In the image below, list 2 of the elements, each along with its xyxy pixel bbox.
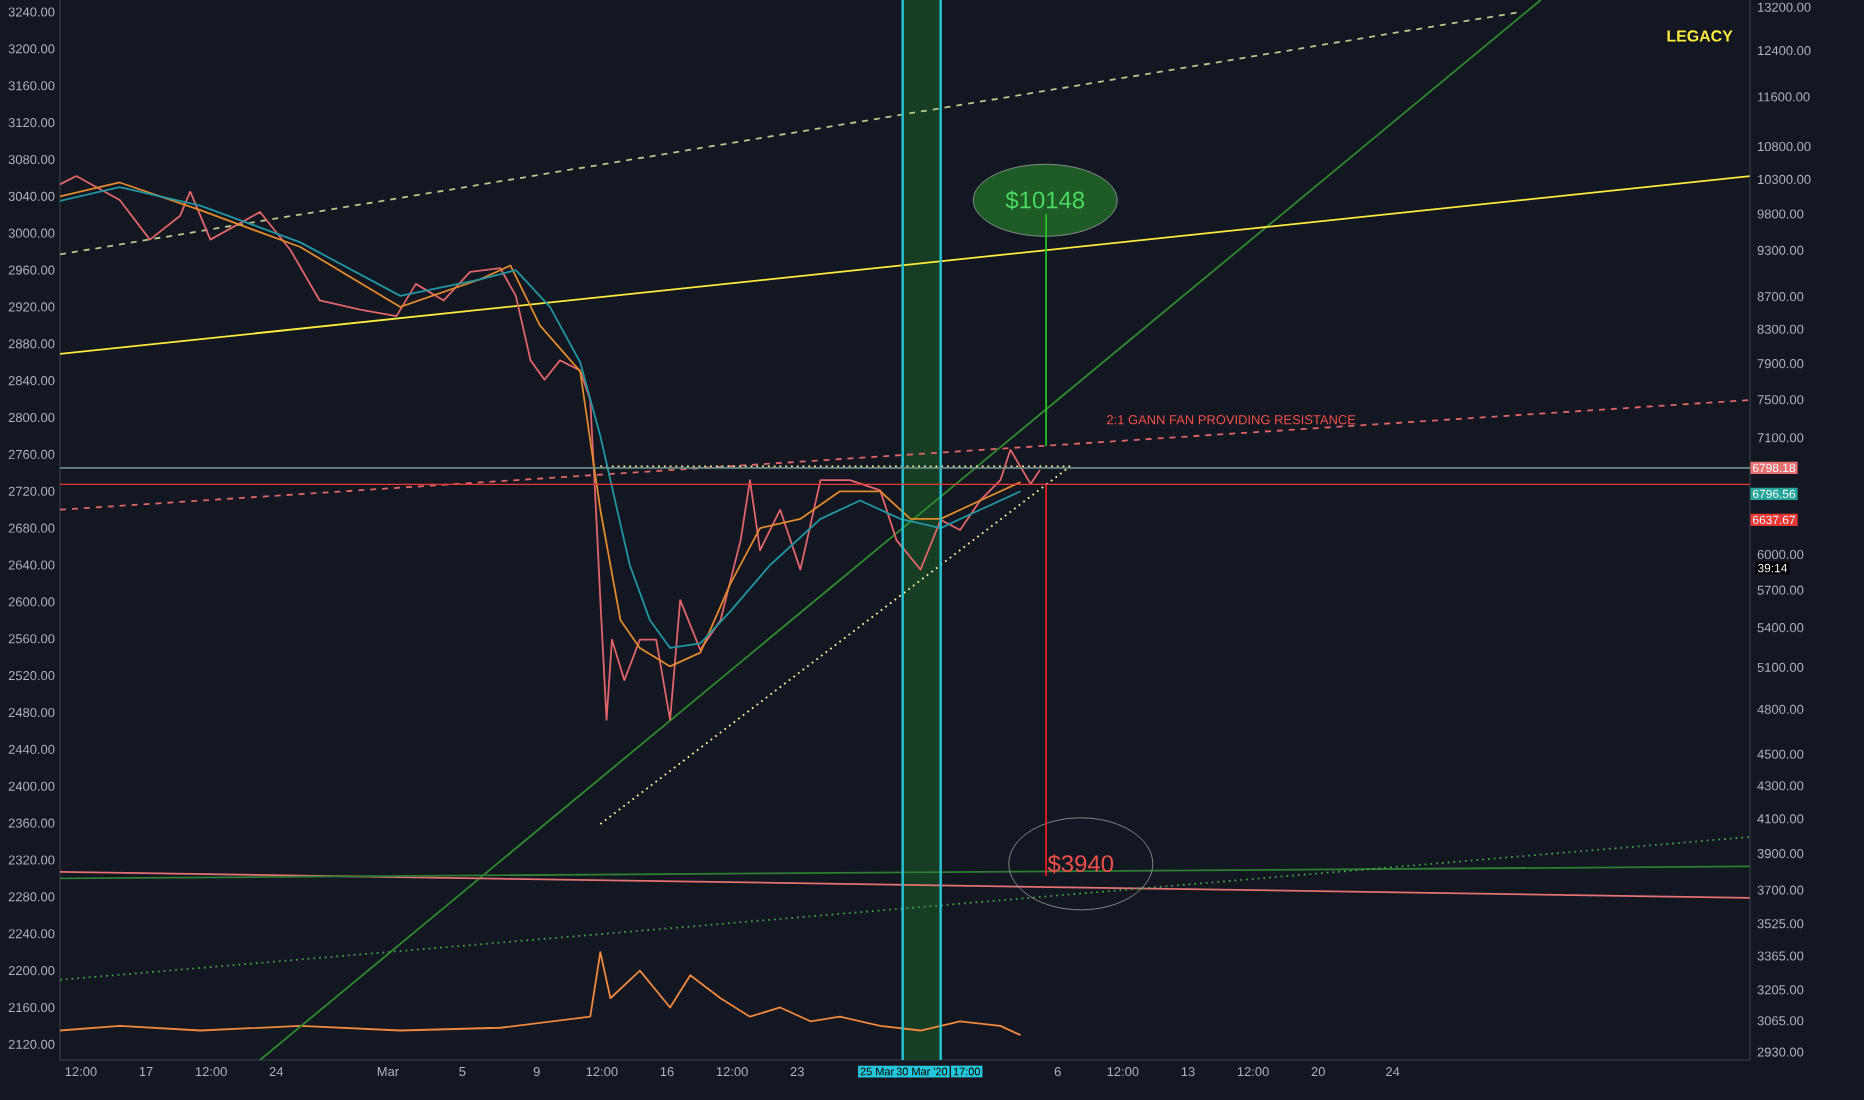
annotation: $3940 <box>1047 854 1114 874</box>
annotation: $10148 <box>1005 190 1085 210</box>
